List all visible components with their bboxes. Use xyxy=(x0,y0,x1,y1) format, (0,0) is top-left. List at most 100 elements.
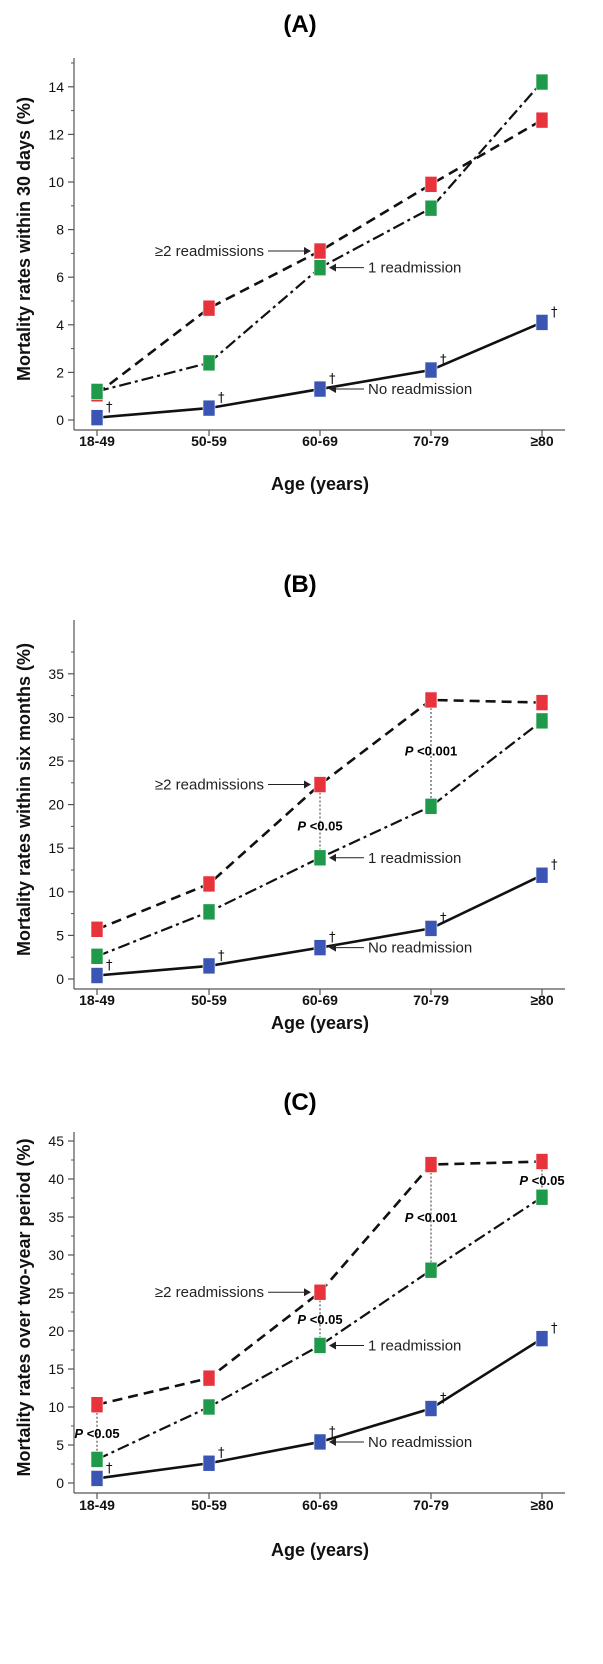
data-point-marker xyxy=(202,399,216,417)
y-tick-label: 45 xyxy=(48,1133,64,1149)
data-point-marker xyxy=(535,694,549,711)
annotation-arrowhead xyxy=(329,943,336,952)
dagger-mark: † xyxy=(218,391,225,406)
dagger-mark: † xyxy=(106,959,113,974)
x-tick-label: 50-59 xyxy=(191,1497,227,1513)
series-annotation: 1 readmission xyxy=(368,1337,461,1354)
data-point-marker xyxy=(424,1261,438,1279)
data-point-marker xyxy=(202,1369,216,1387)
y-tick-label: 5 xyxy=(56,1437,64,1453)
x-tick-label: 70-79 xyxy=(413,992,449,1008)
dagger-mark: † xyxy=(440,353,447,368)
y-tick-label: 10 xyxy=(48,174,64,190)
data-point-marker xyxy=(90,383,104,400)
y-tick-label: 25 xyxy=(48,1285,64,1301)
data-point-marker xyxy=(202,903,216,921)
p-value-threshold: <0.001 xyxy=(413,744,457,759)
series-line xyxy=(96,720,543,958)
y-tick-label: 15 xyxy=(48,840,64,856)
dagger-mark: † xyxy=(106,1461,113,1476)
p-value-label: P <0.05 xyxy=(297,819,342,834)
y-tick-label: 0 xyxy=(56,412,64,428)
data-point-marker xyxy=(535,866,549,884)
data-point-marker xyxy=(313,776,327,793)
data-point-marker xyxy=(535,111,549,129)
data-point-marker xyxy=(535,1153,549,1170)
panel-title: (B) xyxy=(283,571,316,598)
p-value-symbol: P xyxy=(519,1173,528,1188)
p-value-label: P <0.001 xyxy=(405,1210,457,1225)
annotation-arrowhead xyxy=(329,1437,336,1446)
data-point-marker xyxy=(90,1396,104,1414)
data-point-marker xyxy=(424,361,438,379)
data-point-marker xyxy=(313,849,327,867)
p-value-symbol: P xyxy=(297,1312,306,1327)
x-tick-label: ≥80 xyxy=(530,1497,553,1513)
p-value-symbol: P xyxy=(405,1210,414,1225)
data-point-marker xyxy=(202,875,216,893)
data-point-marker xyxy=(202,957,216,975)
y-tick-label: 5 xyxy=(56,927,64,943)
dagger-mark: † xyxy=(551,858,558,873)
series-annotation: ≥2 readmissions xyxy=(155,1284,264,1301)
y-axis-label: Mortality rates within six months (%) xyxy=(14,643,34,956)
data-point-marker xyxy=(535,1188,549,1206)
y-tick-label: 15 xyxy=(48,1361,64,1377)
data-point-marker xyxy=(90,920,104,938)
series-annotation: 1 readmission xyxy=(368,850,461,867)
data-point-marker xyxy=(202,354,216,372)
y-tick-label: 20 xyxy=(48,797,64,813)
x-tick-label: 18-49 xyxy=(79,433,115,449)
data-point-marker xyxy=(313,1337,327,1354)
data-point-marker xyxy=(424,1400,438,1417)
dagger-mark: † xyxy=(329,931,336,946)
data-point-marker xyxy=(424,798,438,815)
y-tick-label: 35 xyxy=(48,1209,64,1225)
panel-b: (B) 0 5 10 15 20 25 30 35 18-49 50-59 60-69 70-79 ≥80… xyxy=(14,571,565,1033)
data-point-marker xyxy=(535,73,549,91)
y-tick-label: 40 xyxy=(48,1171,64,1187)
data-point-marker xyxy=(90,1470,104,1487)
p-value-symbol: P xyxy=(74,1426,83,1441)
x-tick-label: 18-49 xyxy=(79,992,115,1008)
panel-title: (A) xyxy=(283,11,316,38)
series-annotation: ≥2 readmissions xyxy=(155,777,264,794)
data-point-marker xyxy=(90,409,104,426)
dagger-mark: † xyxy=(440,911,447,926)
data-point-marker xyxy=(202,1398,216,1416)
x-axis-label: Age (years) xyxy=(271,1013,369,1033)
panel-title: (C) xyxy=(283,1089,316,1116)
y-tick-label: 30 xyxy=(48,1247,64,1263)
data-point-marker xyxy=(313,1433,327,1451)
y-tick-label: 6 xyxy=(56,269,64,285)
annotation-arrowhead xyxy=(304,1288,311,1297)
data-point-marker xyxy=(313,242,327,260)
y-tick-label: 12 xyxy=(48,126,64,142)
series-annotation: No readmission xyxy=(368,940,472,957)
series-annotation: ≥2 readmissions xyxy=(155,243,264,260)
y-axis-label: Mortality rates over two-year period (%) xyxy=(14,1138,34,1476)
data-point-marker xyxy=(424,176,438,193)
dagger-mark: † xyxy=(218,949,225,964)
annotation-arrowhead xyxy=(304,780,311,789)
y-tick-label: 14 xyxy=(48,79,64,95)
data-point-marker xyxy=(202,1454,216,1472)
data-point-marker xyxy=(313,1283,327,1301)
y-tick-label: 8 xyxy=(56,222,64,238)
y-tick-label: 4 xyxy=(56,317,64,333)
y-tick-label: 0 xyxy=(56,1475,64,1491)
x-tick-label: ≥80 xyxy=(530,992,553,1008)
dagger-mark: † xyxy=(551,1322,558,1337)
data-point-marker xyxy=(90,1451,104,1468)
series-line xyxy=(96,1337,543,1480)
annotation-arrowhead xyxy=(304,247,311,256)
data-point-marker xyxy=(424,920,438,937)
data-point-marker xyxy=(535,314,549,331)
y-tick-label: 2 xyxy=(56,364,64,380)
x-axis-label: Age (years) xyxy=(271,474,369,494)
y-axis-label: Mortality rates within 30 days (%) xyxy=(14,97,34,381)
y-tick-label: 10 xyxy=(48,884,64,900)
x-tick-label: 70-79 xyxy=(413,433,449,449)
x-tick-label: 60-69 xyxy=(302,992,338,1008)
series-annotation: 1 readmission xyxy=(368,260,461,277)
